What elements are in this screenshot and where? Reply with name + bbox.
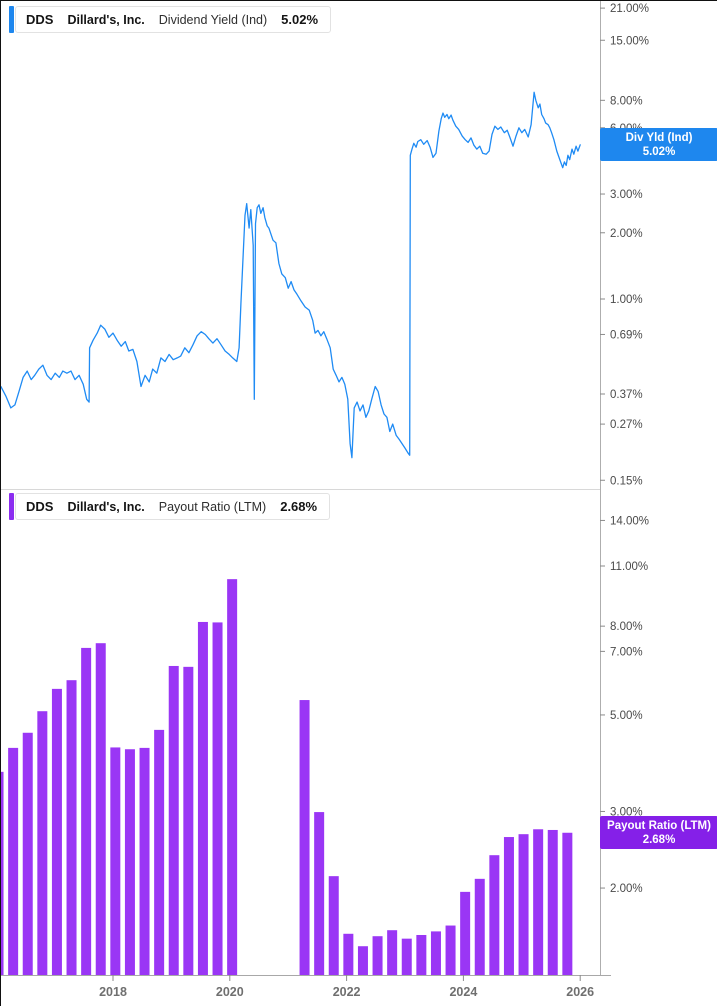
payout-ratio-bar xyxy=(22,732,33,975)
payout-ratio-bar xyxy=(387,930,398,975)
payout-ratio-bar xyxy=(314,812,325,975)
payout-ratio-bar xyxy=(197,621,208,975)
x-axis-label: 2024 xyxy=(449,985,477,999)
payout-ratio-bar xyxy=(430,931,441,975)
metric-name: Dividend Yield (Ind) xyxy=(158,12,268,27)
ticker-symbol: DDS xyxy=(26,499,54,514)
company-name: Dillard's, Inc. xyxy=(67,499,145,514)
payout-ratio-bar xyxy=(533,829,544,975)
payout-ratio-bar xyxy=(562,832,573,975)
metric-name: Payout Ratio (LTM) xyxy=(158,499,267,514)
payout-ratio-bar xyxy=(503,837,514,975)
y-axis-label: 0.37% xyxy=(610,389,643,401)
payout-ratio-bar xyxy=(518,834,529,975)
payout-ratio-bar xyxy=(489,855,500,975)
y-axis-label: 15.00% xyxy=(610,35,649,47)
payout-ratio-bar xyxy=(299,700,310,975)
payout-ratio-bar xyxy=(81,647,92,975)
payout-ratio-bar xyxy=(183,666,194,975)
payout-ratio-bar xyxy=(547,829,558,975)
payout-ratio-bar xyxy=(51,688,62,975)
y-axis-label: 1.00% xyxy=(610,294,643,306)
payout-ratio-bar xyxy=(95,643,106,975)
y-axis-label: 14.00% xyxy=(610,515,649,527)
payout-ratio-bar xyxy=(343,933,354,975)
x-axis-label: 2022 xyxy=(333,985,361,999)
payout-ratio-bar xyxy=(168,665,179,975)
y-axis-label: 2.00% xyxy=(610,883,643,895)
metric-value: 2.68% xyxy=(280,499,318,514)
y-axis-label: 5.00% xyxy=(610,710,643,722)
payout-ratio-bar xyxy=(372,936,383,975)
ticker-symbol: DDS xyxy=(26,12,54,27)
payout-ratio-bar xyxy=(139,747,150,975)
payout-ratio-bar xyxy=(1,771,4,975)
y-axis-label: 2.00% xyxy=(610,228,643,240)
payout-ratio-bar xyxy=(328,876,339,975)
y-axis-label: 0.27% xyxy=(610,419,643,431)
payout-ratio-bar xyxy=(124,749,135,975)
metric-value: 5.02% xyxy=(281,12,319,27)
payout-ratio-bar xyxy=(227,579,238,975)
badge-label: Payout Ratio (LTM) xyxy=(607,819,711,832)
series-accent-purple-icon xyxy=(9,493,14,520)
y-axis-label: 3.00% xyxy=(610,189,643,201)
legend-box: DDS Dillard's, Inc. Dividend Yield (Ind)… xyxy=(15,6,332,33)
payout-ratio-bar xyxy=(445,925,456,975)
y-axis-label: 21.00% xyxy=(610,3,649,15)
x-axis-label: 2018 xyxy=(99,985,127,999)
payout-ratio-bar xyxy=(212,622,223,975)
legend-dividend-yield[interactable]: DDS Dillard's, Inc. Dividend Yield (Ind)… xyxy=(9,6,332,33)
x-axis-label: 2020 xyxy=(216,985,244,999)
payout-ratio-bar xyxy=(154,729,165,975)
last-value-badge-div-yld[interactable]: Div Yld (Ind) 5.02% xyxy=(600,128,717,162)
y-axis-label: 0.15% xyxy=(610,475,643,487)
payout-ratio-bar xyxy=(357,946,368,975)
badge-value: 5.02% xyxy=(642,145,676,158)
payout-ratio-bar xyxy=(474,878,485,975)
y-axis-label: 0.69% xyxy=(610,329,643,341)
legend-box: DDS Dillard's, Inc. Payout Ratio (LTM) 2… xyxy=(15,493,331,520)
y-axis-label: 8.00% xyxy=(610,95,643,107)
y-axis-label: 8.00% xyxy=(610,621,643,633)
dividend-yield-line xyxy=(1,91,581,459)
badge-value: 2.68% xyxy=(642,833,676,846)
payout-ratio-bar xyxy=(37,711,48,975)
x-axis-label: 2026 xyxy=(566,985,594,999)
payout-ratio-bar xyxy=(110,747,121,975)
y-axis-label: 11.00% xyxy=(610,561,648,573)
payout-ratio-bar xyxy=(460,891,471,975)
badge-label: Div Yld (Ind) xyxy=(625,131,693,144)
last-value-badge-payout-ratio[interactable]: Payout Ratio (LTM) 2.68% xyxy=(600,816,717,850)
payout-ratio-bar xyxy=(8,747,19,975)
y-axis-label: 3.00% xyxy=(610,806,643,818)
payout-ratio-bar xyxy=(416,934,427,975)
legend-payout-ratio[interactable]: DDS Dillard's, Inc. Payout Ratio (LTM) 2… xyxy=(9,493,331,520)
payout-ratio-bar xyxy=(66,680,77,975)
series-accent-blue-icon xyxy=(9,6,14,33)
y-axis-label: 7.00% xyxy=(610,646,643,658)
company-name: Dillard's, Inc. xyxy=(67,12,145,27)
payout-ratio-bar xyxy=(401,938,412,975)
